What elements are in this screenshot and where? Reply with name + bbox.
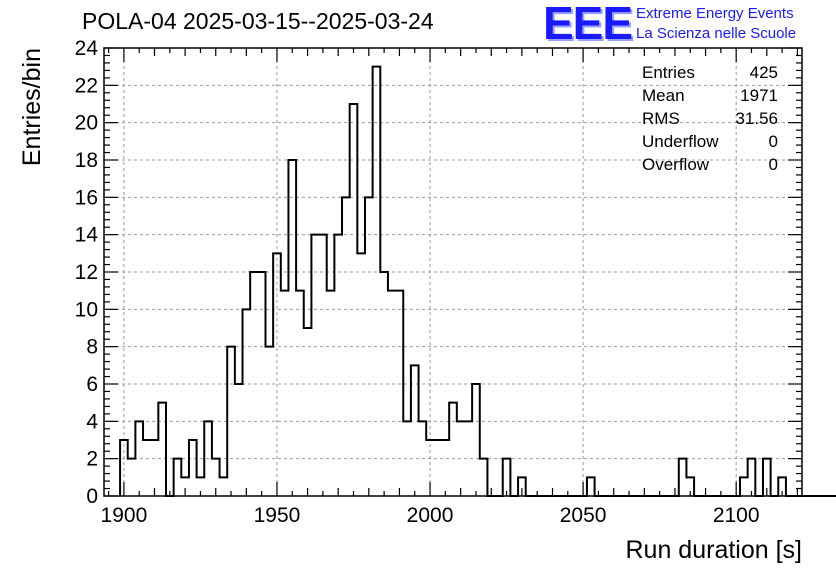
histogram-outline [119,65,836,497]
stat-value: 425 [750,63,778,82]
histogram-bin [419,421,427,496]
stat-label: Underflow [642,132,719,151]
histogram-bin [204,421,212,496]
histogram-bin [189,440,197,496]
histogram-bin [265,347,273,496]
y-tick-label: 14 [75,224,99,247]
histogram-bin [288,160,296,496]
histogram-bin [380,272,388,496]
histogram-bin [220,477,228,496]
histogram-bin [587,477,595,496]
histogram-bin [135,421,143,496]
histogram-bin [457,421,465,496]
y-tick-label: 12 [75,261,98,284]
logo-line2: La Scienza nelle Scuole [636,25,797,42]
y-tick-label: 8 [86,336,98,359]
histogram-bin [227,347,235,496]
histogram-bin [373,67,381,496]
stat-value: 0 [769,155,778,174]
y-tick-label: 18 [75,149,98,172]
stat-value: 31.56 [735,109,778,128]
histogram-bin [357,253,365,496]
histogram-bin [281,291,289,496]
logo-letters: EEE [543,0,633,49]
logo-line1: Extreme Energy Events [636,5,794,22]
axis-ticks [104,47,802,497]
x-tick-label: 2000 [407,504,454,527]
histogram-bin [503,459,511,496]
histogram-bin [258,272,266,496]
histogram-bin [304,328,312,496]
histogram-bin [243,309,251,496]
histogram-bin [480,459,488,496]
histogram-bin [442,440,450,496]
y-tick-label: 22 [75,74,98,97]
histogram-bin [128,459,136,496]
stat-label: Overflow [642,155,710,174]
histogram-bin [174,459,182,496]
histogram [119,65,836,497]
stats-box: Entries 425 Mean 1971 RMS 31.56 Underflow 0 Over… [642,63,778,174]
stat-label: RMS [642,109,680,128]
histogram-bin [334,235,342,496]
histogram-bin [679,459,687,496]
y-tick-label: 4 [86,410,98,433]
histogram-bin [235,384,243,496]
y-tick-label: 16 [75,186,98,209]
stat-label: Entries [642,63,695,82]
y-axis-title: Entries/bin [18,48,46,166]
chart-title: POLA-04 2025-03-15--2025-03-24 [82,8,434,34]
y-tick-label: 6 [86,373,98,396]
histogram-bin [273,253,281,496]
histogram-bin [151,440,159,496]
x-tick-label: 1950 [254,504,301,527]
histogram-bin [472,384,480,496]
histogram-bin [411,365,419,496]
histogram-bin [350,104,358,496]
histogram-bin [396,291,404,496]
y-tick-label: 2 [86,448,98,471]
stat-value: 1971 [740,86,778,105]
histogram-bin [250,272,258,496]
y-tick-label: 10 [75,298,98,321]
x-axis-title: Run duration [s] [626,536,803,564]
histogram-bin [434,440,442,496]
x-tick-labels: 1900 1950 2000 2050 2100 [101,504,760,527]
histogram-bin [296,291,304,496]
histogram-bin [365,197,373,496]
logo-letters-shadow: EEE [545,0,635,51]
histogram-bin [342,197,350,496]
histogram-bin [319,235,327,496]
y-tick-label: 20 [75,112,98,135]
y-tick-label: 0 [86,485,98,508]
y-tick-label: 24 [75,37,99,60]
eee-logo: EEE EEE Extreme Energy Events La Scienza… [543,0,833,51]
stat-label: Mean [642,86,685,105]
histogram-bin [748,459,756,496]
histogram-bin [403,421,411,496]
histogram-bin [740,477,748,496]
x-tick-label: 1900 [101,504,148,527]
histogram-bin [449,403,457,496]
x-tick-label: 2050 [560,504,607,527]
histogram-bin [388,291,396,496]
x-tick-label: 2100 [713,504,760,527]
stat-value: 0 [769,132,778,151]
histogram-bin [327,291,335,496]
histogram-bin [464,421,472,496]
histogram-bin [143,440,151,496]
histogram-bin [311,235,319,496]
histogram-bin [158,403,166,496]
